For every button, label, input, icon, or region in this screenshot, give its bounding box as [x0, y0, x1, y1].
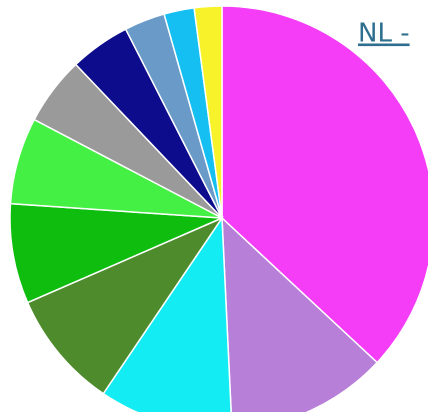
- pie: [9, 5, 428, 412]
- chart-title: NL -: [358, 19, 410, 49]
- pie-slice: [221, 216, 379, 412]
- pie-slice: [26, 216, 225, 395]
- pie-slice: [9, 202, 223, 304]
- pie-slice: [193, 5, 223, 219]
- pie-slice: [221, 5, 428, 364]
- pie-slice: [102, 215, 232, 412]
